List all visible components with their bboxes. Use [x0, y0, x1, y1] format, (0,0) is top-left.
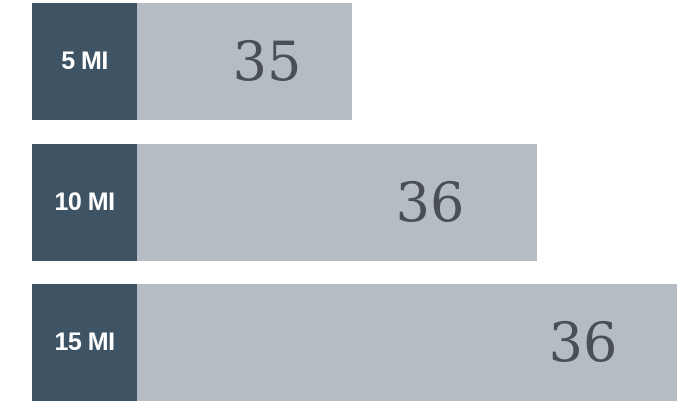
row-value: 36: [395, 171, 465, 234]
row-label: 5 MI: [32, 3, 137, 120]
bar: [137, 284, 677, 401]
row-label: 15 MI: [32, 284, 137, 401]
row-label: 10 MI: [32, 144, 137, 261]
bar: [137, 3, 352, 120]
row-value: 35: [232, 30, 302, 93]
row-value: 36: [548, 311, 618, 374]
bar: [137, 144, 537, 261]
